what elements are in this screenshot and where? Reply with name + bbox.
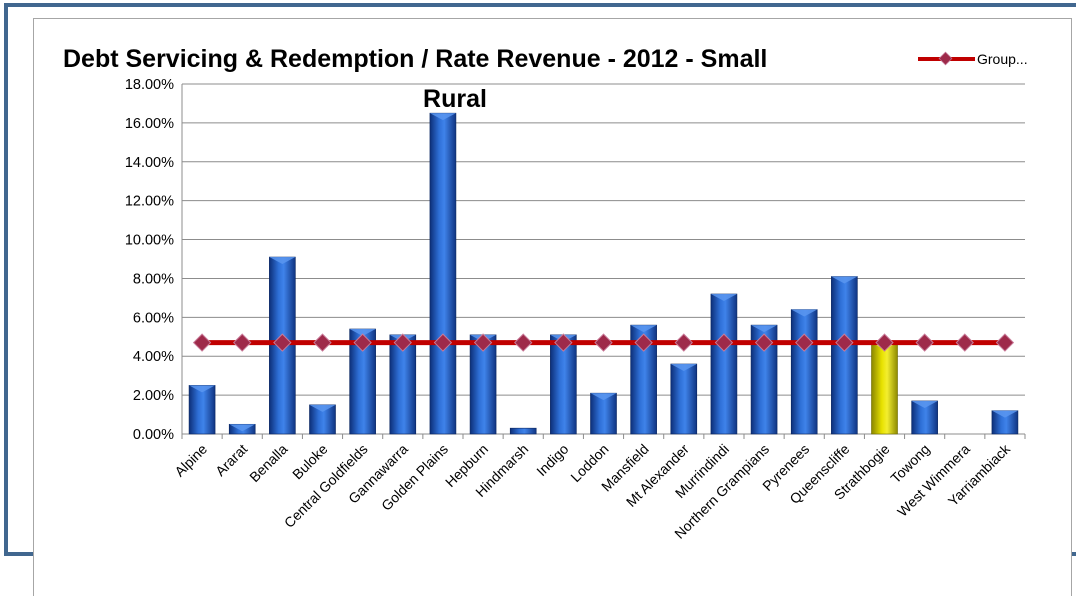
group-line-marker [233, 333, 252, 352]
bar [188, 385, 216, 435]
legend-label: Group... [977, 51, 1028, 67]
y-tick-label: 16.00% [125, 116, 174, 132]
group-line-marker [273, 333, 292, 352]
bar-cap [670, 364, 697, 371]
chart-area [33, 18, 1072, 596]
bar-cap [751, 325, 778, 333]
group-line-marker [554, 333, 573, 352]
group-line-marker [393, 333, 412, 352]
y-axis-tick-labels: 0.00% 2.00% 4.00% 6.00% 8.00% 10.00% 12.00% 14.… [125, 77, 174, 443]
x-category-label: Alpine [171, 441, 210, 480]
bar [871, 342, 898, 435]
x-category-label: Indigo [533, 441, 571, 479]
bar-cap [229, 424, 256, 432]
y-tick-label: 2.00% [133, 388, 174, 404]
group-line-marker [995, 333, 1015, 352]
y-tick-label: 4.00% [133, 349, 174, 365]
y-tick-label: 12.00% [125, 194, 174, 210]
group-line-marker [514, 333, 533, 352]
group-line-marker [313, 333, 332, 352]
bar-cap [349, 329, 376, 336]
group-line-marker [714, 333, 734, 352]
group-line-marker [433, 333, 453, 352]
group-line-marker [674, 333, 693, 352]
y-tick-label: 8.00% [133, 271, 174, 287]
bar-cap [269, 257, 296, 265]
x-category-label: Benalla [246, 441, 290, 485]
bar [710, 293, 738, 435]
bar [831, 276, 858, 435]
group-line-marker [634, 333, 653, 352]
bar-cap [831, 276, 858, 284]
group-line-marker [754, 333, 774, 352]
chart-title-line1: Debt Servicing & Redemption / Rate Reven… [63, 45, 767, 73]
group-line-marker [915, 333, 934, 352]
bar [790, 309, 818, 435]
bar [429, 112, 457, 435]
group-line-marker [192, 333, 212, 352]
chart-title-line2: Rural [423, 85, 487, 113]
bar-cap [710, 294, 737, 301]
group-line-marker [875, 333, 894, 352]
group-line-marker [795, 333, 814, 352]
bar-cap [991, 410, 1018, 418]
group-line-marker [353, 333, 372, 352]
group-average-line [192, 333, 1015, 352]
bar-cap [189, 385, 216, 393]
bar-cap [429, 113, 456, 121]
bar-cap [590, 393, 617, 401]
y-tick-label: 14.00% [125, 155, 174, 171]
bar-cap [630, 325, 657, 333]
y-tick-label: 6.00% [133, 310, 174, 326]
bar-cap [309, 404, 336, 412]
y-tick-label: 0.00% [133, 427, 174, 443]
y-tick-label: 18.00% [125, 77, 174, 93]
group-line-marker [594, 333, 613, 352]
legend: Group... [918, 51, 1028, 67]
bar-cap [911, 400, 938, 408]
y-tick-label: 10.00% [125, 233, 174, 249]
bar [670, 363, 698, 435]
bar-cap [791, 309, 818, 317]
outer-frame-gap [1076, 3, 1085, 556]
group-line-marker [473, 333, 493, 352]
group-line-marker [955, 333, 974, 352]
legend-marker-swatch [938, 51, 953, 66]
x-category-label: Ararat [212, 441, 250, 479]
bar [509, 427, 537, 435]
axes [181, 84, 1026, 439]
group-line-marker [835, 333, 854, 352]
